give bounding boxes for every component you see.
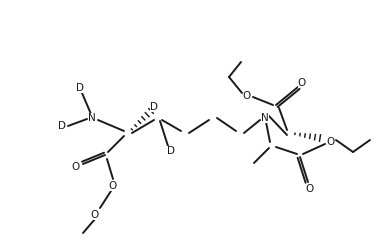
Text: O: O (327, 137, 335, 147)
Text: O: O (91, 210, 99, 220)
Text: D: D (150, 102, 158, 112)
Text: D: D (58, 121, 66, 131)
Text: O: O (298, 78, 306, 88)
Text: N: N (261, 113, 269, 123)
Text: N: N (88, 113, 96, 123)
Text: O: O (243, 91, 251, 101)
Text: O: O (306, 184, 314, 194)
Text: D: D (167, 146, 175, 156)
Text: O: O (72, 162, 80, 172)
Text: O: O (109, 181, 117, 191)
Text: D: D (76, 83, 84, 93)
